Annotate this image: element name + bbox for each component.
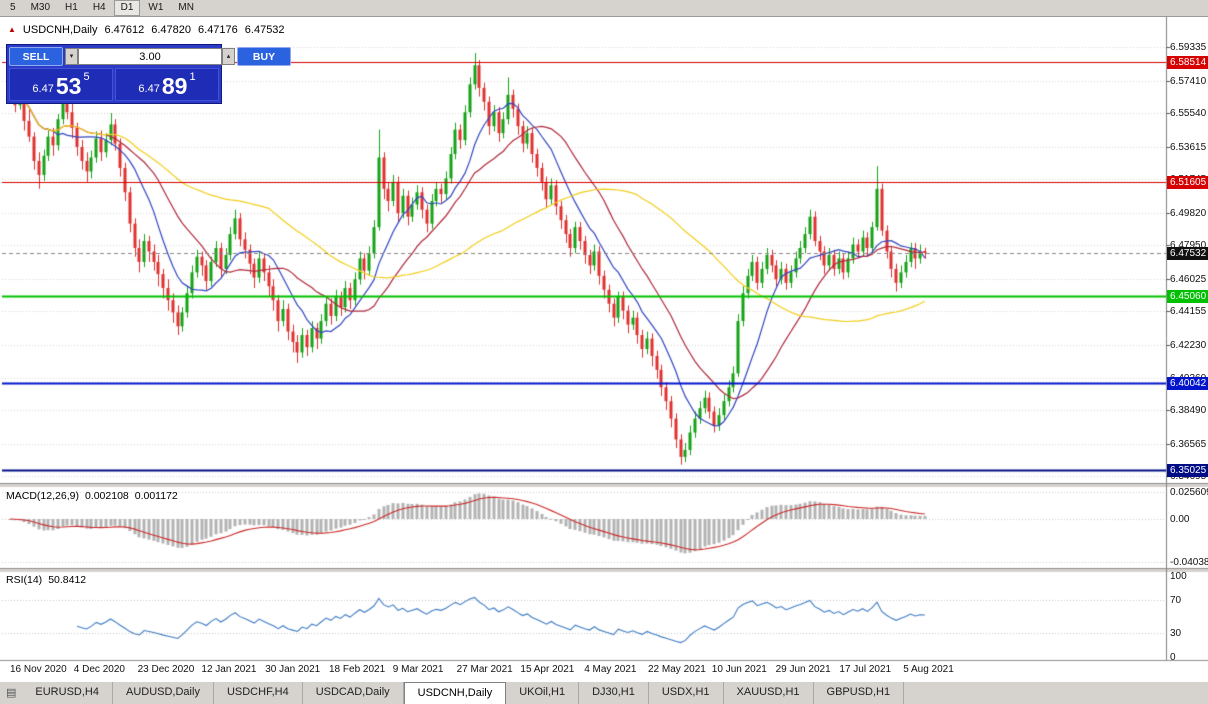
period-button-H4[interactable]: H4: [92, 2, 106, 13]
sell-price-big: 53: [55, 73, 82, 100]
down-arrow-icon: ▾: [69, 53, 74, 60]
volume-increment-button[interactable]: ▴: [222, 48, 235, 65]
period-button-W1[interactable]: W1: [148, 2, 164, 13]
period-button-D1[interactable]: D1: [113, 0, 141, 16]
chart-tab-USDX-H1[interactable]: USDX,H1: [649, 682, 724, 704]
charts-icon: ▤: [6, 687, 17, 699]
chart-tab-USDCNH-Daily[interactable]: USDCNH,Daily: [403, 682, 507, 704]
sell-price-prefix: 6.47: [32, 83, 54, 95]
chart-tab-AUDUSD-Daily[interactable]: AUDUSD,Daily: [113, 682, 214, 704]
volume-control: ▾ ▴: [65, 48, 235, 65]
chart-tab-DJ30-H1[interactable]: DJ30,H1: [579, 682, 649, 704]
buy-price-sup: 1: [189, 71, 196, 83]
buy-price-button[interactable]: 6.47 89 1: [115, 68, 219, 101]
sell-button[interactable]: SELL: [9, 47, 63, 66]
volume-decrement-button[interactable]: ▾: [65, 48, 78, 65]
up-arrow-icon: ▴: [226, 53, 231, 60]
sell-price-sup: 5: [83, 71, 90, 83]
period-button-MN[interactable]: MN: [178, 2, 194, 13]
toolbar-periods: 5 M30 H1 H4 D1 W1 MN: [0, 0, 1208, 17]
chart-tab-GBPUSD-H1[interactable]: GBPUSD,H1: [814, 682, 905, 704]
buy-button[interactable]: BUY: [237, 47, 291, 66]
period-button-M30[interactable]: M30: [30, 2, 51, 13]
chart-tab-XAUUSD-H1[interactable]: XAUUSD,H1: [724, 682, 814, 704]
chart-tab-EURUSD-H4[interactable]: EURUSD,H4: [22, 682, 113, 704]
period-button-H1[interactable]: H1: [65, 2, 78, 13]
chart-tab-UKOil-H1[interactable]: UKOil,H1: [506, 682, 580, 704]
chart-tab-USDCHF-H4[interactable]: USDCHF,H4: [214, 682, 303, 704]
trading-panel-top-row: SELL ▾ ▴ BUY: [9, 47, 291, 66]
buy-price-prefix: 6.47: [138, 83, 160, 95]
chart-tabs: EURUSD,H4 AUDUSD,Daily USDCHF,H4 USDCAD,Dai…: [22, 682, 905, 704]
volume-input[interactable]: [78, 48, 222, 65]
buy-price-big: 89: [161, 73, 188, 100]
chart-canvas[interactable]: [0, 17, 1208, 681]
chart-tab-bar: ▤ EURUSD,H4 AUDUSD,Daily USDCHF,H4 USDCAD,D…: [0, 681, 1208, 704]
trading-panel-price-row: 6.47 53 5 6.47 89 1: [9, 68, 219, 101]
sell-price-button[interactable]: 6.47 53 5: [9, 68, 113, 101]
chart-window: ▲ USDCNH,Daily 6.47612 6.47820 6.47176 6…: [0, 17, 1208, 681]
period-button-5[interactable]: 5: [10, 2, 16, 13]
chart-tab-USDCAD-Daily[interactable]: USDCAD,Daily: [303, 682, 404, 704]
